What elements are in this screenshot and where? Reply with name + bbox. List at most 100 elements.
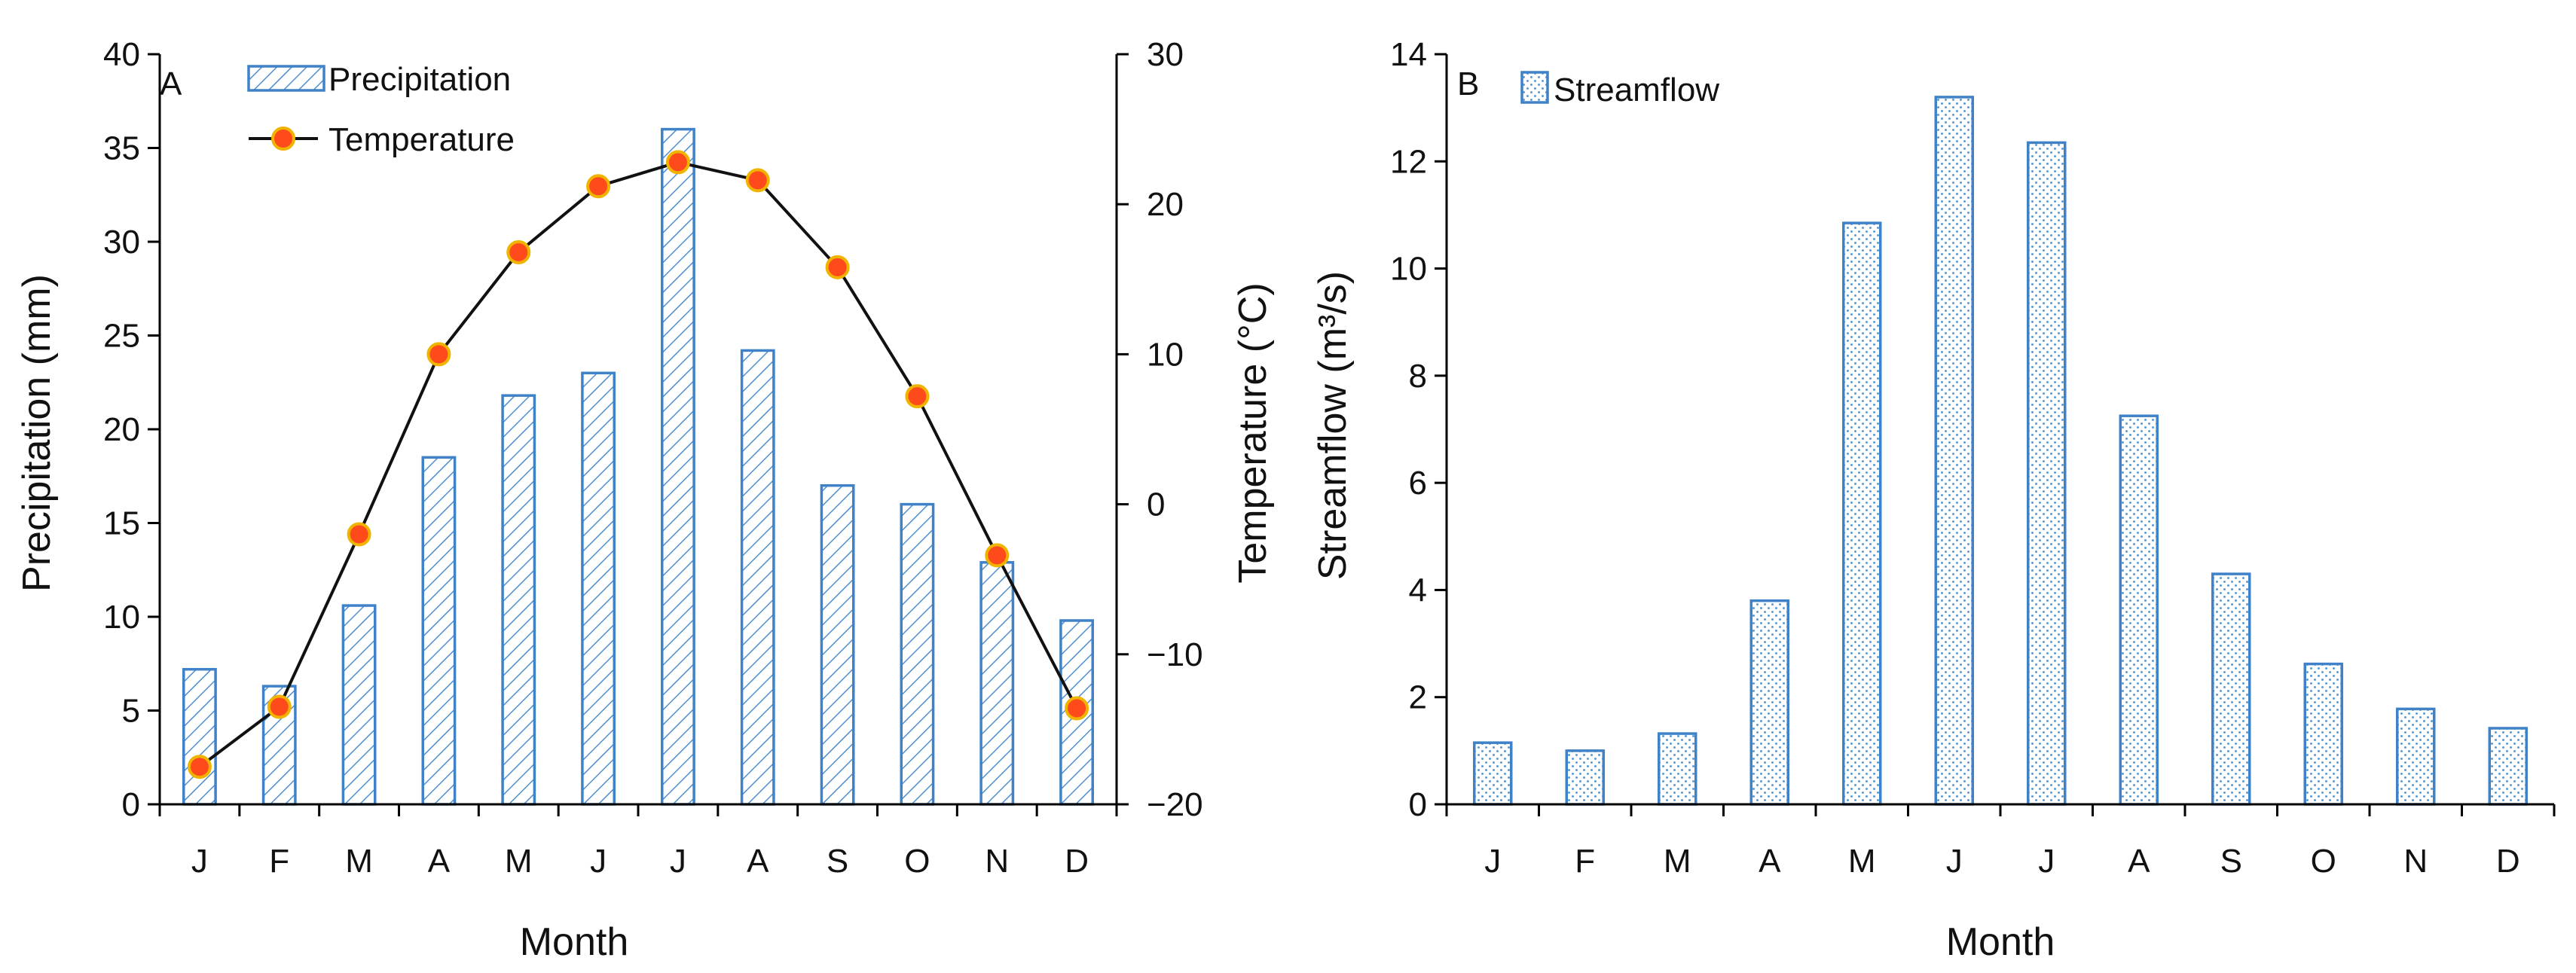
temperature-point-9: [825, 255, 850, 279]
panel-a-y2-tick-label: −20: [1147, 786, 1203, 823]
panel-a-x-tick-label: M: [505, 843, 533, 880]
temperature-point-5: [506, 239, 531, 264]
temperature-point-8: [745, 168, 770, 193]
panel-a-y-tick-label: 30: [103, 224, 140, 261]
panel-a-tag: A: [160, 66, 182, 102]
panel-a-y2-axis-title: Temperature (°C): [1231, 282, 1275, 583]
panel-b-bar-4: [1749, 599, 1789, 806]
panel-a-bar-8: [740, 349, 775, 806]
panel-b-y-tick-label: 6: [1409, 465, 1427, 502]
panel-a-bar-6: [581, 371, 616, 806]
panel-b: 0 2 4 6 8 10 12 14 J F M A M J J A S O N D B Month Streamfl…: [1311, 36, 2556, 964]
panel-b-y-tick-label: 8: [1409, 358, 1427, 395]
panel-a-y-axis-title: Precipitation (mm): [15, 274, 59, 592]
temperature-point-12: [1065, 696, 1089, 721]
panel-a-y-tick-label: 10: [103, 599, 140, 636]
panel-a-y2-tick-label: 20: [1147, 186, 1184, 223]
panel-b-axes: [1445, 54, 2554, 806]
panel-a-y-tick-label: 40: [103, 36, 140, 73]
panel-a-temperature-series: [187, 150, 1089, 779]
panel-b-x-tick-label: F: [1575, 843, 1595, 880]
panel-b-bar-3: [1658, 732, 1697, 806]
panel-a-y-tick-label: 20: [103, 411, 140, 448]
panel-b-bar-5: [1842, 221, 1882, 806]
temperature-point-1: [187, 755, 212, 779]
panel-b-x-tick-label: A: [1759, 843, 1781, 880]
panel-b-x-tick-label: J: [2038, 843, 2055, 880]
panel-b-bar-2: [1565, 749, 1605, 806]
panel-a-x-axis-title: Month: [520, 920, 629, 964]
panel-a-x-tick-label: J: [191, 843, 208, 880]
temperature-point-11: [985, 543, 1010, 568]
panel-a-x-tick-label: A: [747, 843, 769, 880]
panel-b-bar-1: [1473, 741, 1513, 806]
panel-b-y-tick-label: 14: [1390, 36, 1427, 73]
legend-precipitation-swatch: [247, 65, 325, 92]
panel-b-x-tick-label: M: [1848, 843, 1876, 880]
panel-a-x-tick-label: J: [670, 843, 686, 880]
panel-a-y2-tick-label: 0: [1147, 486, 1165, 523]
temperature-point-6: [586, 174, 611, 199]
legend-streamflow-swatch: [1520, 71, 1549, 104]
panel-a-y-tick-label: 0: [122, 786, 140, 823]
panel-b-bar-6: [1934, 96, 1974, 806]
panel-b-y-tick-label: 2: [1409, 679, 1427, 716]
legend-streamflow-label: Streamflow: [1554, 72, 1719, 108]
panel-a-y2-tick-label: 10: [1147, 336, 1184, 373]
legend-precipitation-label: Precipitation: [328, 61, 511, 98]
legend-temperature-label: Temperature: [328, 121, 515, 158]
panel-b-bar-12: [2488, 727, 2528, 806]
panel-b-y-tick-label: 4: [1409, 572, 1427, 609]
panel-a-x-tick-label: A: [428, 843, 451, 880]
panel-b-x-tick-label: J: [1484, 843, 1501, 880]
panel-a-x-tick-label: O: [904, 843, 930, 880]
panel-a-ticks: 0 5 10 15 20 25 30 35 40 J F M A M J J A S O N D −20 −10 0 10 20 3…: [103, 36, 1203, 880]
panel-b-x-tick-label: J: [1946, 843, 1963, 880]
panel-b-bars: [1473, 96, 2528, 806]
panel-b-bar-8: [2119, 414, 2159, 806]
panel-b-y-tick-label: 12: [1390, 143, 1427, 180]
panel-a-bar-4: [421, 456, 457, 806]
panel-a-bar-3: [341, 604, 377, 806]
temperature-point-4: [426, 342, 451, 367]
panel-a-bars: [182, 127, 1094, 806]
panel-a-x-tick-label: M: [345, 843, 373, 880]
panel-a-bar-10: [900, 502, 935, 806]
panel-b-tag: B: [1457, 66, 1479, 102]
panel-a-y2-tick-label: −10: [1147, 636, 1203, 673]
panel-a-bar-5: [501, 394, 536, 806]
panel-b-ticks: 0 2 4 6 8 10 12 14 J F M A M J J A S O N D: [1390, 36, 2556, 880]
temperature-point-7: [665, 150, 690, 175]
panel-b-y-tick-label: 0: [1409, 786, 1427, 823]
temperature-point-10: [905, 384, 930, 409]
panel-b-x-tick-label: N: [2403, 843, 2428, 880]
temperature-line: [198, 160, 1078, 768]
panel-a-y2-tick-label: 30: [1147, 36, 1184, 73]
panel-a-bar-9: [820, 483, 855, 806]
panel-a-axes: [158, 54, 1118, 806]
panel-a-x-tick-label: D: [1065, 843, 1089, 880]
panel-b-x-tick-label: D: [2496, 843, 2520, 880]
temperature-point-2: [267, 694, 292, 719]
panel-a-y-tick-label: 35: [103, 130, 140, 167]
panel-b-x-tick-label: O: [2311, 843, 2336, 880]
panel-b-legend: Streamflow: [1520, 71, 1719, 108]
panel-b-x-tick-label: A: [2128, 843, 2150, 880]
panel-a-y-tick-label: 5: [122, 693, 140, 730]
panel-b-x-axis-title: Month: [1946, 920, 2055, 964]
legend-temperature-marker: [271, 127, 295, 151]
panel-b-bar-7: [2027, 141, 2067, 806]
panel-b-bar-9: [2211, 572, 2251, 806]
panel-a-x-tick-label: S: [827, 843, 848, 880]
panel-a-x-tick-label: F: [269, 843, 289, 880]
panel-a-bar-1: [182, 667, 217, 806]
panel-a-x-tick-label: J: [590, 843, 607, 880]
panel-b-y-axis-title: Streamflow (m³/s): [1311, 271, 1355, 580]
panel-b-x-tick-label: M: [1664, 843, 1691, 880]
panel-a-y-tick-label: 25: [103, 318, 140, 355]
temperature-point-3: [347, 522, 371, 547]
panel-a-y-tick-label: 15: [103, 505, 140, 542]
panel-a-x-tick-label: N: [985, 843, 1009, 880]
panel-a-legend: Precipitation Temperature: [247, 61, 515, 158]
